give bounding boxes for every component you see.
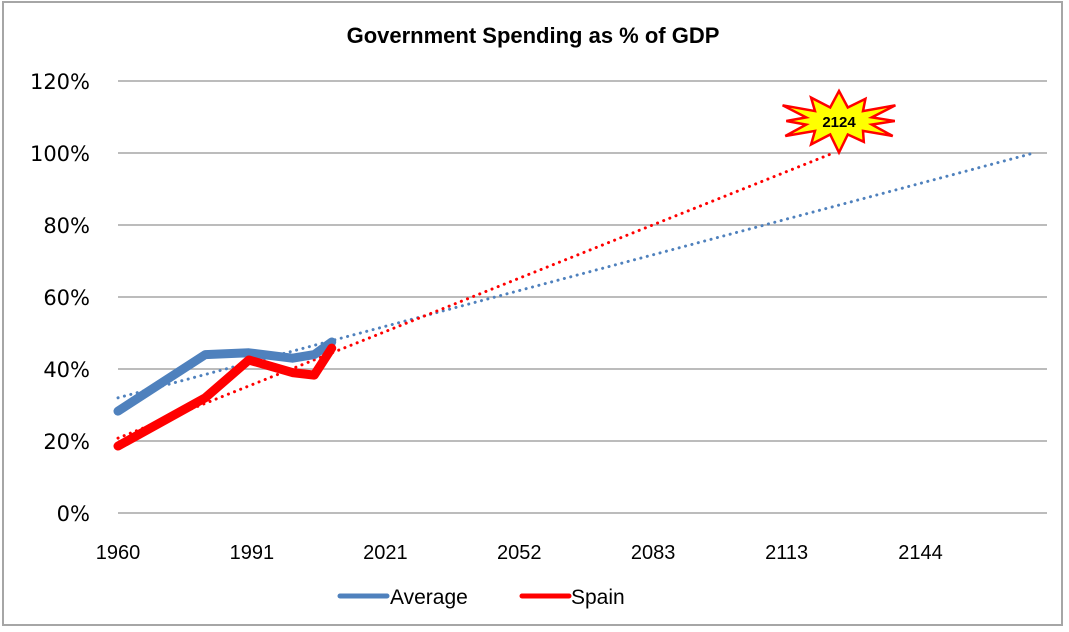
trendlines xyxy=(116,151,1036,440)
chart-title: Government Spending as % of GDP xyxy=(347,23,720,48)
y-tick-label: 20% xyxy=(43,430,90,454)
gridlines xyxy=(118,80,1047,514)
x-tick-label: 1991 xyxy=(230,542,275,564)
y-axis-ticks: 0% 20% 40% 60% 80% 100% 120% xyxy=(30,70,90,526)
x-tick-label: 2144 xyxy=(898,542,943,564)
y-tick-label: 100% xyxy=(30,142,90,166)
annotations: 2124 xyxy=(782,88,896,156)
y-tick-label: 0% xyxy=(57,502,90,526)
spain-trendline xyxy=(116,151,835,440)
starburst-shape xyxy=(782,88,896,156)
x-tick-label: 2021 xyxy=(363,542,408,564)
x-tick-label: 2113 xyxy=(765,542,808,564)
legend-label: Spain xyxy=(571,586,625,609)
series-line-average xyxy=(113,337,337,416)
legend: Average Spain xyxy=(337,586,625,609)
x-tick-label: 2083 xyxy=(631,542,676,564)
x-tick-label: 2052 xyxy=(497,542,542,564)
data-series xyxy=(113,337,337,451)
legend-item-spain: Spain xyxy=(519,586,625,609)
y-tick-label: 80% xyxy=(43,214,90,238)
legend-item-average: Average xyxy=(337,586,468,609)
starburst-label: 2124 xyxy=(822,114,856,131)
y-tick-label: 60% xyxy=(43,286,90,310)
y-tick-label: 40% xyxy=(43,358,90,382)
series-line-spain xyxy=(113,343,337,451)
x-axis-ticks: 1960 1991 2021 2052 2083 2113 2144 xyxy=(96,542,943,564)
y-tick-label: 120% xyxy=(30,70,90,94)
x-tick-label: 1960 xyxy=(96,542,141,564)
legend-label: Average xyxy=(390,586,468,609)
